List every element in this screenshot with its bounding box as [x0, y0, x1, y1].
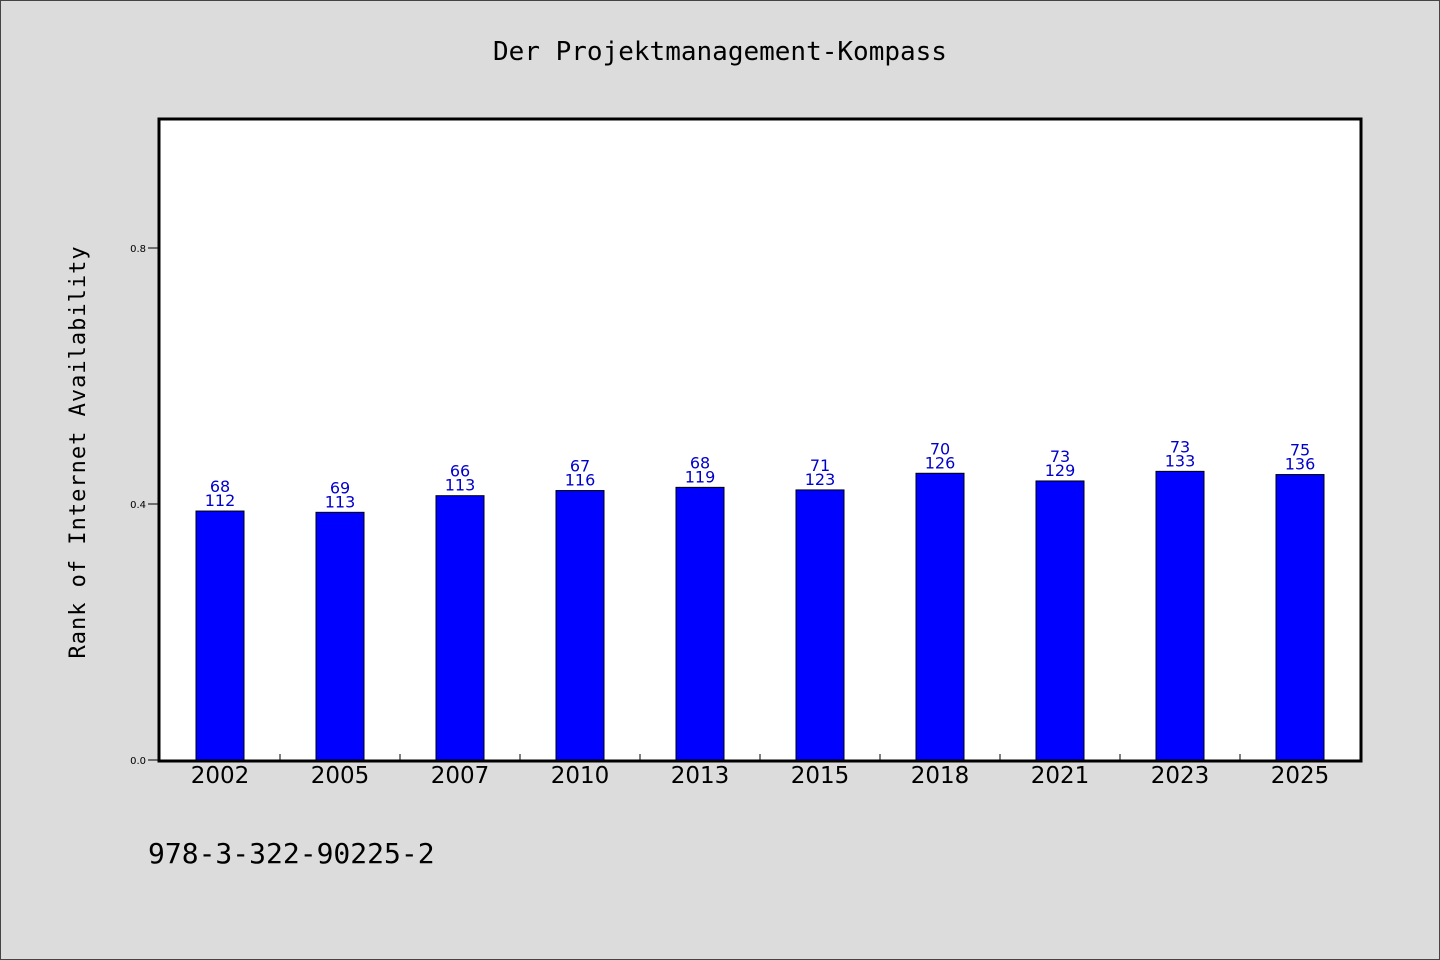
bar-label-top: 66 [450, 462, 470, 481]
bar [195, 510, 245, 761]
x-tick-label: 2023 [1151, 763, 1210, 789]
bar-label-bottom: 113 [325, 492, 356, 511]
bar-label-top: 73 [1170, 437, 1190, 456]
bars [195, 470, 1325, 761]
bar [1155, 470, 1205, 761]
x-tick-label: 2005 [311, 763, 370, 789]
x-tick-label: 2002 [191, 763, 250, 789]
bar [795, 489, 845, 761]
bar-label-top: 68 [210, 477, 230, 496]
bar-label-bottom: 116 [565, 471, 596, 490]
y-axis-label: Rank of Internet Availability [66, 245, 91, 658]
bar [435, 495, 485, 761]
bar-label-top: 68 [690, 453, 710, 472]
x-tick-label: 2010 [551, 763, 610, 789]
x-axis-ticks: 2002 2005 2007 2010 2013 2015 2018 2021 2023 2025 [191, 754, 1330, 789]
bar [915, 472, 965, 761]
bar-label-bottom: 129 [1045, 461, 1076, 480]
bar-label-top: 67 [570, 457, 590, 476]
bar-label-top: 73 [1050, 447, 1070, 466]
bar-label-bottom: 136 [1285, 455, 1316, 474]
x-tick-label: 2013 [671, 763, 730, 789]
bar-label-bottom: 112 [205, 491, 236, 510]
bar-label-top: 70 [930, 439, 950, 458]
x-tick-label: 2015 [791, 763, 850, 789]
chart-title: Der Projektmanagement-Kompass [493, 37, 947, 67]
bar-label-top: 71 [810, 456, 830, 475]
bar [555, 490, 605, 761]
y-tick-label: 0.0 [130, 756, 146, 767]
bar-label-bottom: 119 [685, 467, 716, 486]
isbn-text: 978-3-322-90225-2 [148, 837, 435, 870]
bar [1275, 474, 1325, 761]
x-tick-label: 2025 [1271, 763, 1330, 789]
bar [675, 486, 725, 761]
bar [315, 511, 365, 761]
y-tick-label: 0.8 [130, 244, 146, 255]
bar-label-bottom: 123 [805, 470, 836, 489]
bar-label-bottom: 113 [445, 476, 476, 495]
x-tick-label: 2018 [911, 763, 970, 789]
x-tick-label: 2021 [1031, 763, 1090, 789]
y-axis-ticks: 0.0 0.4 0.8 [130, 244, 160, 767]
bar-label-top: 69 [330, 478, 350, 497]
bar-label-bottom: 133 [1165, 451, 1196, 470]
bar-label-bottom: 126 [925, 453, 956, 472]
x-tick-label: 2007 [431, 763, 490, 789]
bar-label-top: 75 [1290, 441, 1310, 460]
y-tick-label: 0.4 [130, 500, 146, 511]
bar [1035, 480, 1085, 761]
